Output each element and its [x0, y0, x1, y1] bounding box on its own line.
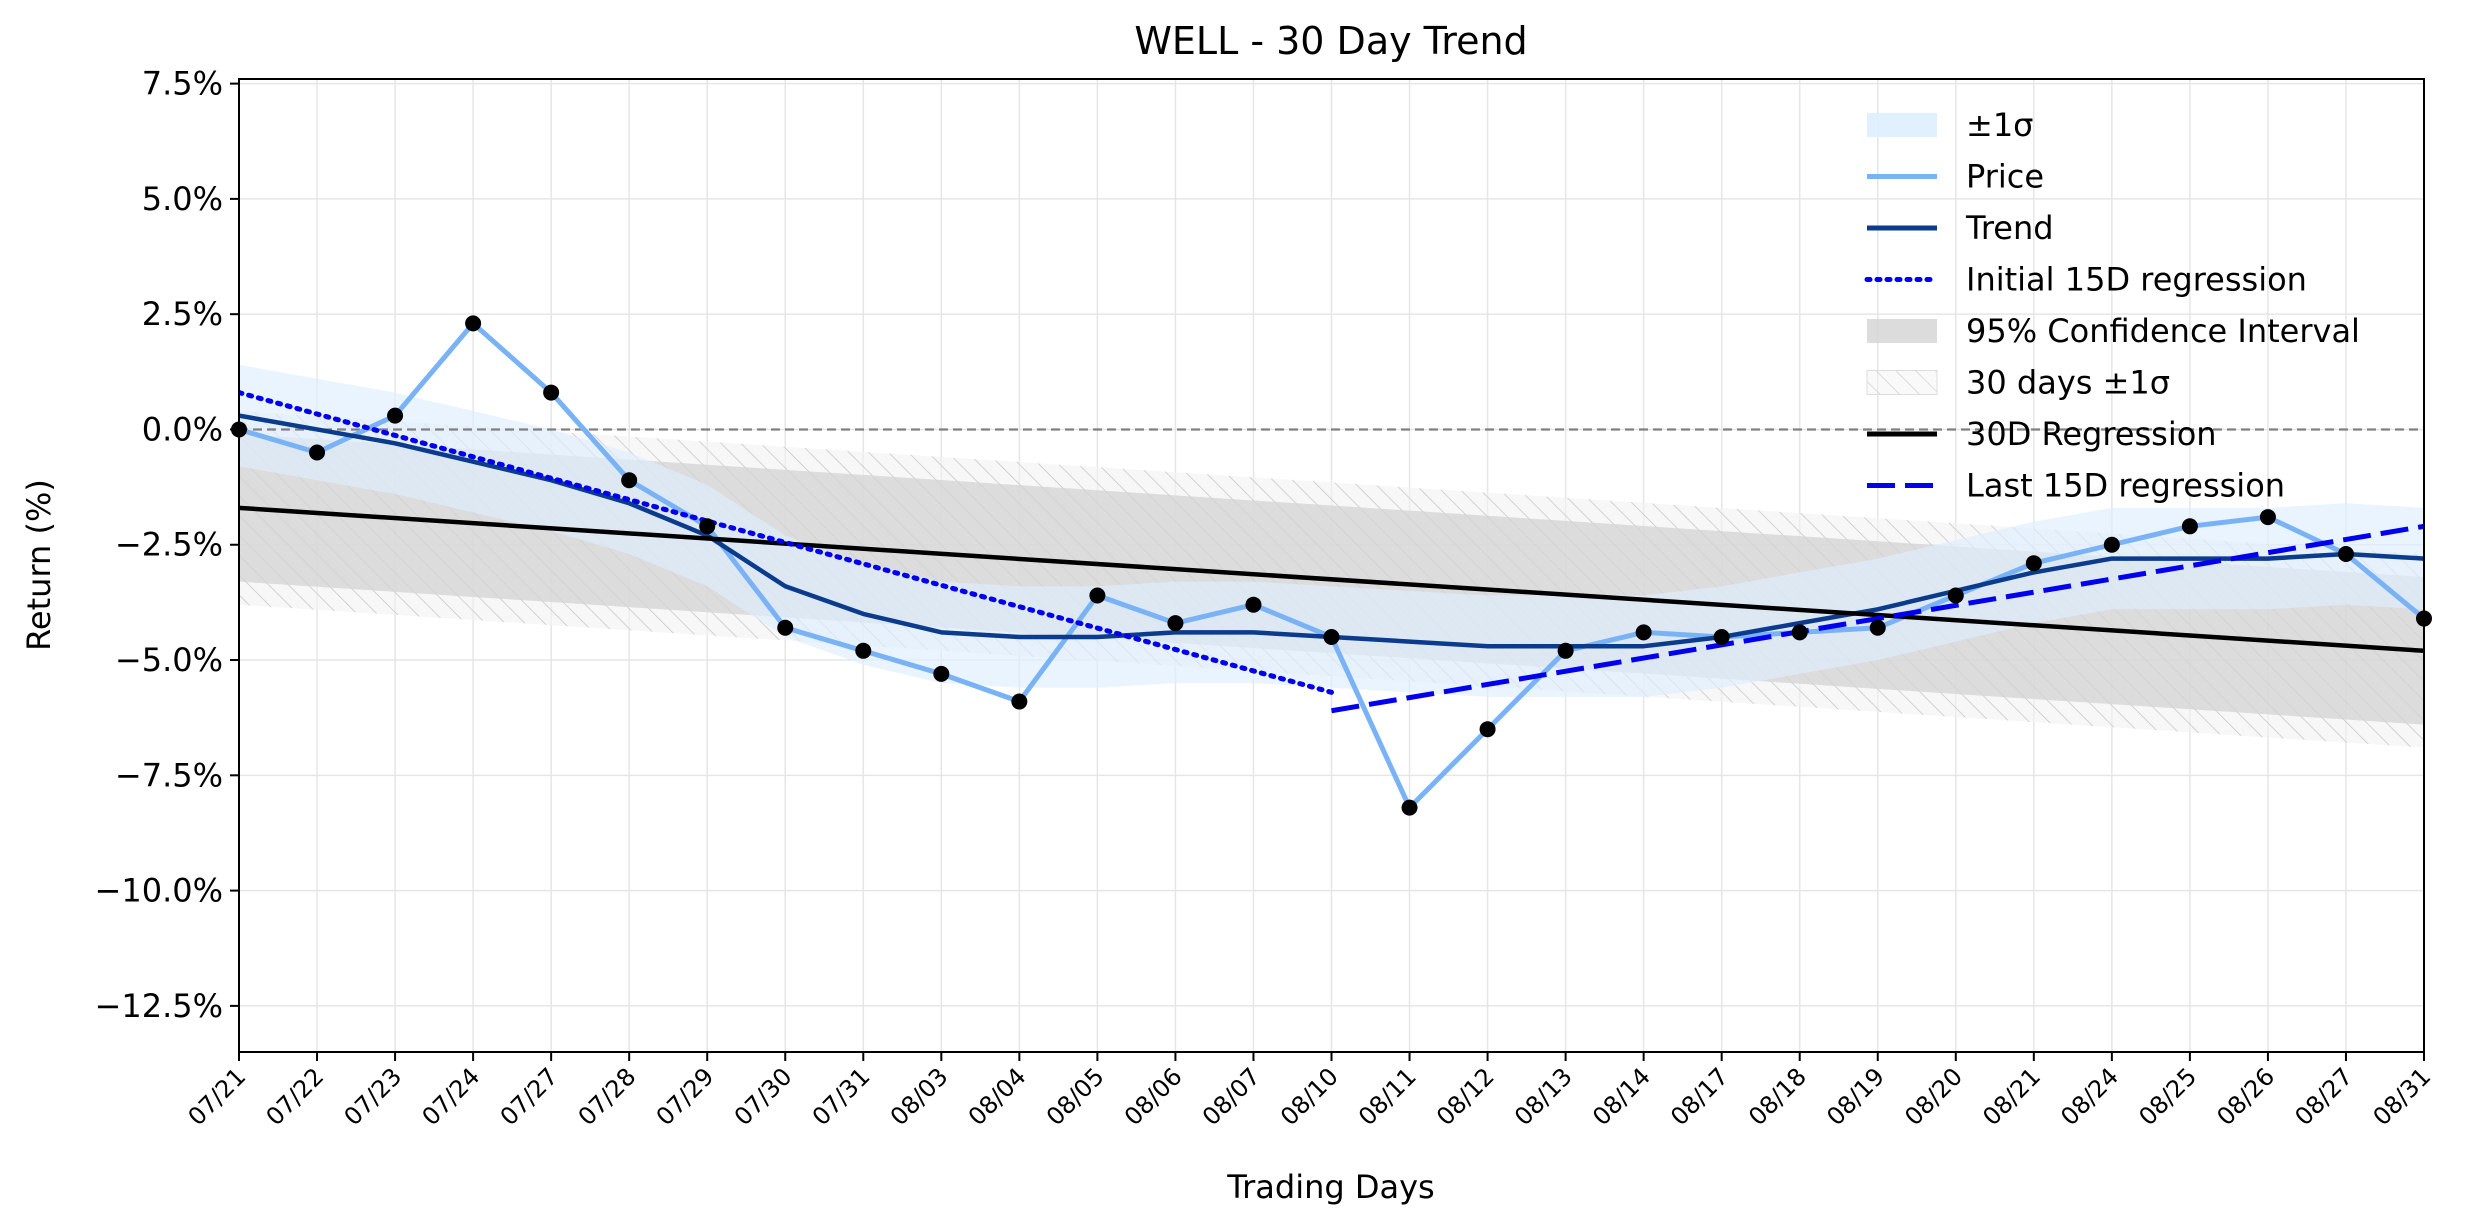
- series-30d-regression: [239, 505, 2424, 654]
- price-point-17: [1557, 642, 1574, 659]
- price-point-6: [699, 518, 716, 535]
- x-tick-label-22: 08/20: [1899, 1062, 1968, 1131]
- price-point-9: [933, 665, 950, 682]
- y-tick-label-6: −7.5%: [115, 756, 223, 794]
- x-tick-label-20: 08/18: [1743, 1062, 1812, 1131]
- x-tick-label-18: 08/14: [1587, 1062, 1656, 1131]
- y-tick-label-4: −2.5%: [115, 526, 223, 564]
- y-tick-label-8: −12.5%: [95, 987, 223, 1025]
- x-tick-label-28: 08/31: [2368, 1062, 2437, 1131]
- x-tick-label-10: 08/04: [963, 1062, 1032, 1131]
- x-tick-label-19: 08/17: [1665, 1062, 1734, 1131]
- x-tick-label-0: 07/21: [183, 1062, 252, 1131]
- price-markers: [231, 315, 2432, 816]
- y-tick-label-0: 7.5%: [142, 65, 223, 103]
- x-tick-label-25: 08/25: [2133, 1062, 2202, 1131]
- price-point-21: [1869, 619, 1886, 636]
- price-point-12: [1167, 615, 1184, 632]
- x-tick-label-9: 08/03: [885, 1062, 954, 1131]
- y-tick-label-7: −10.0%: [95, 872, 223, 910]
- y-axis-label: Return (%): [20, 479, 58, 651]
- price-point-4: [543, 384, 560, 401]
- price-point-7: [777, 619, 794, 636]
- y-axis: 7.5% 5.0% 2.5% 0.0% −2.5% −5.0% −7.5% −10.0% −12…: [95, 65, 239, 1025]
- x-tick-label-17: 08/13: [1509, 1062, 1578, 1131]
- price-point-25: [2181, 518, 2198, 535]
- y-tick-label-5: −5.0%: [115, 641, 223, 679]
- price-point-23: [2025, 555, 2042, 572]
- x-tick-label-14: 08/10: [1275, 1062, 1344, 1131]
- price-point-16: [1479, 721, 1496, 738]
- legend--1--swatch: [1867, 113, 1937, 137]
- x-tick-label-2: 07/23: [339, 1062, 408, 1131]
- price-point-14: [1323, 628, 1340, 645]
- series-last-15d-regression: [1331, 523, 2424, 714]
- price-point-24: [2103, 536, 2120, 553]
- legend-30-days-1--label: 30 days ±1σ: [1966, 364, 2170, 402]
- x-tick-label-5: 07/28: [573, 1062, 642, 1131]
- x-tick-label-16: 08/12: [1431, 1062, 1500, 1131]
- legend-trend-label: Trend: [1965, 209, 2054, 247]
- price-point-5: [621, 472, 638, 489]
- legend-30d-regression-label: 30D Regression: [1966, 415, 2217, 453]
- legend-30-days-1--swatch: [1866, 370, 1938, 395]
- price-point-20: [1791, 624, 1808, 641]
- price-point-27: [2337, 545, 2354, 562]
- y-tick-label-2: 2.5%: [142, 295, 223, 333]
- price-point-26: [2259, 509, 2276, 526]
- price-point-19: [1713, 628, 1730, 645]
- legend: ±1σ Price Trend Initial 15D regression 95% C…: [1864, 106, 2360, 505]
- price-point-13: [1245, 596, 1262, 613]
- y-tick-label-3: 0.0%: [142, 410, 223, 448]
- price-point-3: [465, 315, 482, 332]
- price-point-10: [1011, 693, 1028, 710]
- x-axis: 07/21 07/22 07/23 07/24 07/27 07/28 07/29 07/30…: [183, 1052, 2437, 1131]
- legend-95-confidence-interval-label: 95% Confidence Interval: [1966, 312, 2360, 350]
- x-tick-label-12: 08/06: [1119, 1062, 1188, 1131]
- x-tick-label-21: 08/19: [1821, 1062, 1890, 1131]
- price-point-2: [387, 407, 404, 424]
- legend-price-label: Price: [1966, 158, 2044, 196]
- x-tick-label-26: 08/26: [2211, 1062, 2280, 1131]
- legend-initial-15d-regression-label: Initial 15D regression: [1966, 261, 2307, 299]
- legend-last-15d-regression-label: Last 15D regression: [1966, 467, 2285, 505]
- x-tick-label-23: 08/21: [1977, 1062, 2046, 1131]
- x-tick-label-6: 07/29: [651, 1062, 720, 1131]
- x-tick-label-1: 07/22: [261, 1062, 330, 1131]
- series-initial-15d-regression: [239, 390, 1334, 695]
- x-tick-label-7: 07/30: [729, 1062, 798, 1131]
- x-tick-label-13: 08/07: [1197, 1062, 1266, 1131]
- price-point-18: [1635, 624, 1652, 641]
- legend--1--label: ±1σ: [1966, 106, 2033, 144]
- x-axis-label: Trading Days: [1226, 1168, 1434, 1206]
- price-point-22: [1947, 587, 1964, 604]
- x-tick-label-11: 08/05: [1041, 1062, 1110, 1131]
- chart-title: WELL - 30 Day Trend: [1134, 19, 1527, 63]
- price-point-1: [309, 444, 326, 461]
- x-tick-label-24: 08/24: [2055, 1062, 2124, 1131]
- x-tick-label-3: 07/24: [417, 1062, 486, 1131]
- price-point-15: [1401, 799, 1418, 816]
- x-tick-label-27: 08/27: [2289, 1062, 2358, 1131]
- x-tick-label-8: 07/31: [807, 1062, 876, 1131]
- x-tick-label-4: 07/27: [495, 1062, 564, 1131]
- price-point-11: [1089, 587, 1106, 604]
- y-tick-label-1: 5.0%: [142, 180, 223, 218]
- x-tick-label-15: 08/11: [1353, 1062, 1422, 1131]
- legend-95-confidence-interval-swatch: [1867, 319, 1937, 343]
- price-point-8: [855, 642, 872, 659]
